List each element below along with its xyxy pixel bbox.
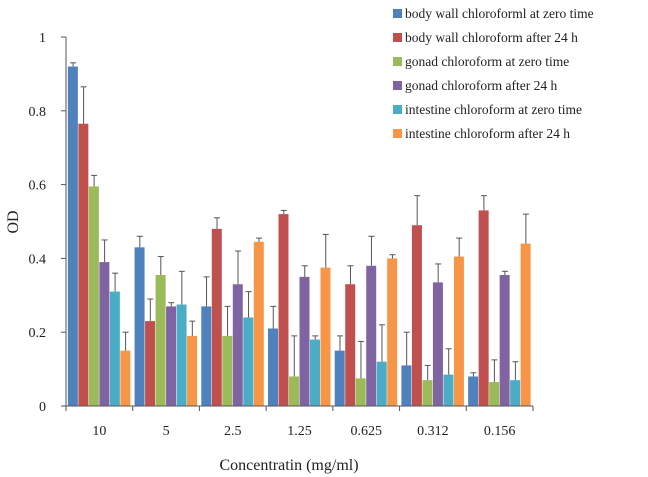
legend-swatch — [393, 9, 402, 18]
bar — [145, 321, 156, 406]
x-axis-title: Concentratin (mg/ml) — [219, 457, 358, 474]
y-tick-label: 0.6 — [29, 179, 47, 194]
y-tick-label: 1 — [39, 31, 46, 46]
bar — [176, 304, 187, 406]
legend-label: gonad chloroform at zero time — [405, 54, 569, 69]
x-tick-label: 0.312 — [417, 424, 449, 439]
x-tick-label: 5 — [163, 424, 170, 439]
y-axis-title: OD — [5, 210, 22, 233]
bar — [355, 378, 366, 406]
bar — [78, 123, 89, 406]
x-tick-label: 0.625 — [350, 424, 382, 439]
legend-label: body wall chloroforml at zero time — [405, 6, 594, 21]
bar — [520, 243, 531, 406]
bar — [232, 284, 243, 406]
legend-swatch — [393, 33, 402, 42]
x-tick-label: 1.25 — [287, 424, 312, 439]
bar — [201, 306, 212, 406]
bar — [222, 335, 233, 406]
bar — [366, 265, 377, 406]
bar — [299, 276, 310, 406]
legend-swatch — [393, 129, 402, 138]
bar — [432, 282, 443, 406]
y-tick-label: 0.8 — [29, 105, 47, 120]
y-tick-label: 0.2 — [29, 326, 47, 341]
x-tick-label: 10 — [92, 424, 106, 439]
y-tick-label: 0 — [39, 400, 46, 415]
bar — [289, 376, 299, 406]
bar — [345, 284, 356, 406]
legend-label: gonad chloroform after 24 h — [405, 78, 557, 93]
bar — [478, 210, 489, 406]
bar — [67, 66, 78, 407]
legend-swatch — [393, 105, 402, 114]
bar — [187, 335, 198, 406]
bar — [453, 256, 464, 406]
bar — [320, 267, 331, 406]
bar — [211, 228, 222, 406]
y-tick-label: 0.4 — [29, 252, 47, 267]
bar — [422, 380, 433, 406]
bar — [401, 365, 412, 406]
bar — [510, 380, 521, 406]
y-ticks: 0 0.2 0.4 0.6 0.8 1 — [29, 31, 66, 415]
bar — [243, 317, 254, 406]
x-ticks: 10 5 2.5 1.25 0.625 0.312 0.156 — [65, 406, 534, 439]
bar — [489, 382, 500, 406]
x-tick-label: 0.156 — [484, 424, 516, 439]
x-tick-label: 2.5 — [224, 424, 242, 439]
legend-label: body wall chloroform after 24 h — [405, 30, 578, 45]
bar — [134, 247, 145, 406]
bar — [99, 262, 110, 406]
bar — [334, 350, 345, 406]
bar — [376, 361, 387, 406]
bar — [155, 275, 166, 406]
bar — [268, 328, 278, 406]
legend-label: intestine chloroform at zero time — [405, 102, 582, 117]
bar — [278, 214, 289, 406]
legend-swatch — [393, 57, 402, 66]
bar — [387, 258, 398, 406]
bar — [443, 374, 454, 406]
bar — [120, 350, 131, 406]
bar — [468, 376, 479, 406]
bar — [499, 275, 510, 406]
bar — [109, 291, 120, 406]
legend: body wall chloroforml at zero time body w… — [393, 6, 594, 141]
plot-area — [67, 62, 531, 407]
legend-swatch — [393, 81, 402, 90]
legend-label: intestine chloroform after 24 h — [405, 126, 570, 141]
bar — [166, 306, 177, 406]
bar — [88, 186, 99, 406]
bar — [411, 225, 422, 406]
bar — [310, 339, 320, 406]
bar — [253, 241, 264, 406]
